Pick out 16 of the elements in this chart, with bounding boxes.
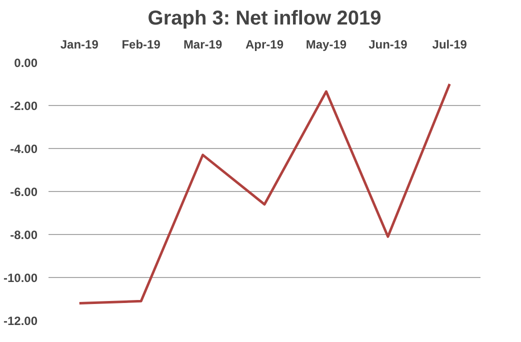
y-tick-label: -10.00	[3, 271, 38, 285]
x-tick-label: Jan-19	[60, 38, 99, 52]
y-tick-label: 0.00	[14, 56, 38, 70]
y-tick-label: -2.00	[10, 99, 38, 113]
y-tick-label: -4.00	[10, 142, 38, 156]
y-tick-label: -6.00	[10, 185, 38, 199]
x-tick-label: Jun-19	[368, 38, 408, 52]
line-series	[78, 82, 451, 305]
x-tick-label: Feb-19	[122, 38, 161, 52]
x-tick-label: Jul-19	[432, 38, 468, 52]
y-tick-label: -8.00	[10, 228, 38, 242]
x-tick-label: Apr-19	[245, 38, 284, 52]
x-tick-label: Mar-19	[183, 38, 222, 52]
y-tick-label: -12.00	[3, 314, 38, 328]
chart-title: Graph 3: Net inflow 2019	[148, 8, 382, 30]
x-tick-label: May-19	[306, 38, 347, 52]
